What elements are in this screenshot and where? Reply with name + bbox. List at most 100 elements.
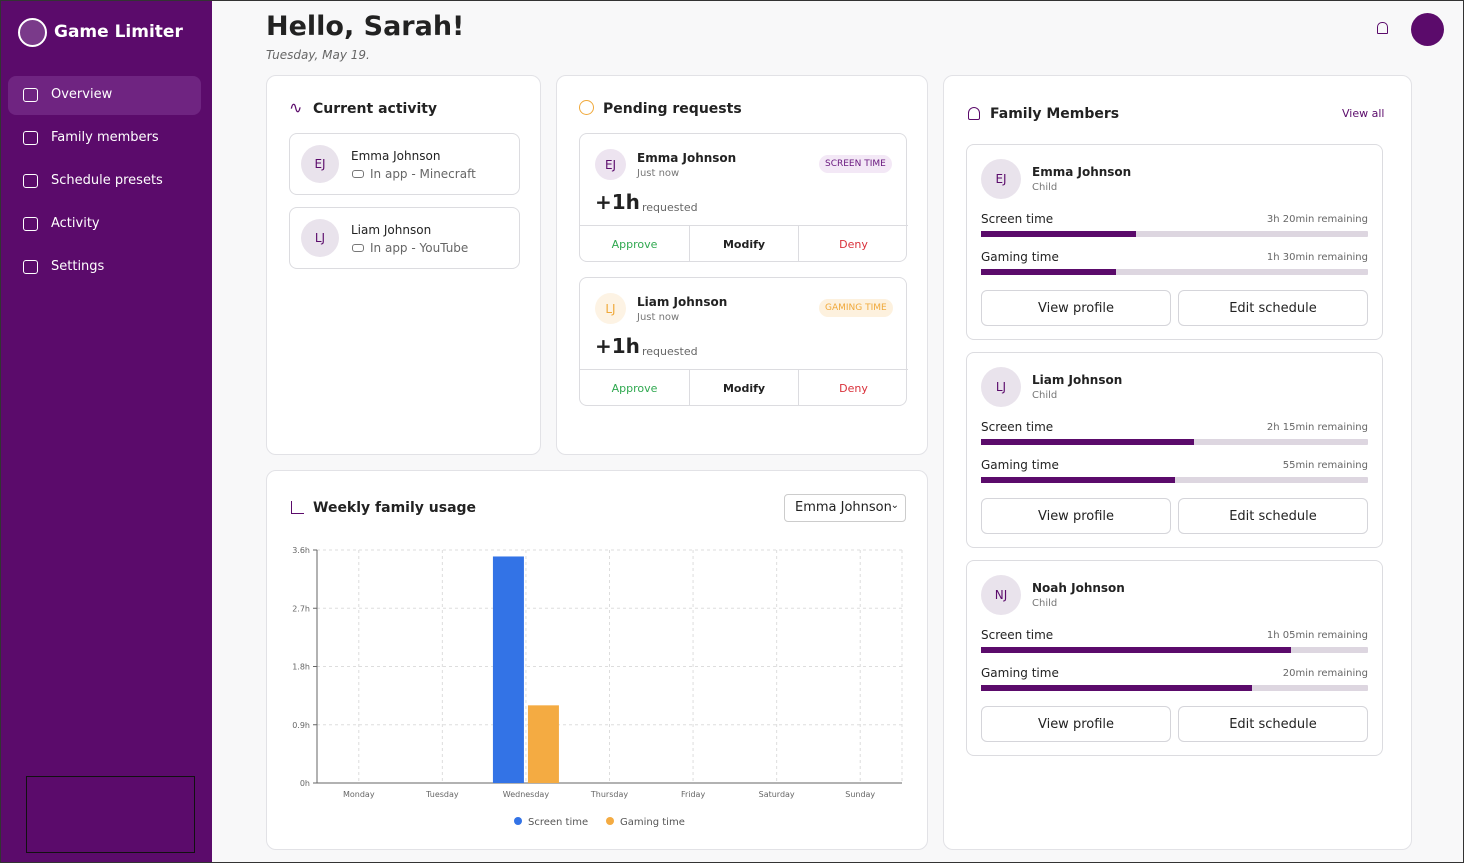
member-action[interactable]: Edit schedule — [1178, 706, 1368, 742]
nav-label: Family members — [51, 130, 159, 145]
user-select[interactable]: Emma Johnson ⌄ — [784, 494, 906, 522]
bar — [527, 705, 559, 783]
member-action[interactable]: View profile — [981, 706, 1171, 742]
nav-icon — [23, 260, 38, 274]
requests-card: Pending requests EJ Emma Johnson Just now SC… — [556, 75, 928, 455]
family-card: Family Members View all EJ Emma Johnson Chil… — [943, 75, 1412, 850]
role: Child — [1032, 598, 1058, 609]
nav-item[interactable]: Schedule presets — [8, 162, 201, 201]
nav-label: Settings — [51, 259, 105, 274]
request-action[interactable]: Deny — [798, 225, 908, 262]
request-action[interactable]: Modify — [689, 225, 798, 262]
clock-icon — [579, 100, 594, 115]
date: Tuesday, May 19. — [266, 48, 370, 62]
bar-label: Screen time — [981, 212, 1054, 226]
view-all[interactable]: View all — [1342, 107, 1385, 120]
nav-item[interactable]: Activity — [8, 205, 201, 244]
chart-icon — [291, 501, 304, 514]
brand: Game Limiter — [54, 22, 183, 42]
time: Just now — [637, 168, 680, 179]
initials: EJ — [981, 159, 1021, 199]
x-tick-label: Sunday — [845, 790, 875, 799]
avatar[interactable] — [1411, 13, 1444, 46]
role: Child — [1032, 390, 1058, 401]
nav-item[interactable]: Settings — [8, 248, 201, 287]
role: Child — [1032, 182, 1058, 193]
x-tick-label: Thursday — [590, 790, 628, 799]
activity-item: LJ Liam Johnson In app - YouTube — [289, 207, 520, 269]
activity-card: Current activity ∿ EJ Emma Johnson In app - … — [266, 75, 541, 455]
progress-fill — [981, 231, 1136, 237]
member-card: LJ Liam Johnson Child Screen time 2h 15min r… — [966, 352, 1383, 548]
initials: NJ — [981, 575, 1021, 615]
bar — [492, 556, 524, 783]
badge: SCREEN TIME — [819, 155, 892, 173]
member-action[interactable]: View profile — [981, 498, 1171, 534]
nav-item[interactable]: Family members — [8, 119, 201, 158]
progress-fill — [981, 685, 1252, 691]
member-action[interactable]: Edit schedule — [1178, 498, 1368, 534]
gamepad-icon — [352, 170, 364, 178]
nav-icon — [23, 217, 38, 231]
usage-card: Weekly family usage Emma Johnson ⌄ 0h 0.9h 1.… — [266, 470, 928, 850]
card-title: Current activity — [313, 101, 438, 117]
nav-label: Activity — [51, 216, 100, 231]
initials: LJ — [301, 219, 339, 257]
card-title: Pending requests — [603, 101, 742, 117]
time: Just now — [637, 312, 680, 323]
icon: ∿ — [289, 98, 303, 117]
bar-label: Screen time — [981, 420, 1054, 434]
name: Emma Johnson — [1032, 165, 1132, 179]
y-tick-label: 2.7h — [292, 604, 310, 613]
action-label: View profile — [1037, 508, 1115, 524]
y-tick-label: 0.9h — [292, 721, 310, 730]
initials: LJ — [981, 367, 1021, 407]
card-title: Weekly family usage — [313, 500, 477, 516]
amount: +1h — [595, 190, 640, 214]
caret: ⌄ — [890, 500, 899, 511]
progress-track — [981, 269, 1368, 275]
action-label: Approve — [611, 381, 658, 395]
nav-label: Overview — [51, 87, 113, 102]
select-label: Emma Johnson — [795, 500, 892, 515]
name: Liam Johnson — [637, 295, 728, 309]
remaining: 55min remaining — [1282, 460, 1368, 471]
x-tick-label: Monday — [343, 790, 375, 799]
amount: +1h — [595, 334, 640, 358]
x-tick-label: Tuesday — [425, 790, 459, 799]
y-tick-label: 0h — [300, 779, 310, 788]
remaining: 2h 15min remaining — [1266, 422, 1368, 433]
y-tick-label: 1.8h — [292, 663, 310, 672]
legend-label: Screen time — [528, 817, 588, 828]
people-icon — [968, 107, 980, 120]
progress-fill — [981, 647, 1291, 653]
request-item: LJ Liam Johnson Just now GAMING TIME +1h requ… — [579, 277, 908, 406]
amount-note: requested — [642, 201, 698, 214]
request-action[interactable]: Deny — [798, 369, 908, 406]
action-label: Approve — [611, 237, 658, 251]
logo — [18, 18, 47, 47]
request-action[interactable]: Approve — [580, 369, 689, 406]
action-label: View profile — [1037, 716, 1115, 732]
remaining: 3h 20min remaining — [1266, 214, 1368, 225]
request-action[interactable]: Modify — [689, 369, 798, 406]
legend-swatch — [606, 817, 614, 825]
member-card: NJ Noah Johnson Child Screen time 1h 05min r… — [966, 560, 1383, 756]
request-action[interactable]: Approve — [580, 225, 689, 262]
nav-item[interactable]: Overview — [8, 76, 201, 115]
progress-fill — [981, 269, 1117, 275]
badge: GAMING TIME — [819, 299, 893, 317]
member-action[interactable]: Edit schedule — [1178, 290, 1368, 326]
nav-label: Schedule presets — [51, 173, 163, 188]
page-title: Hello, Sarah! — [266, 11, 465, 42]
bell[interactable] — [1377, 22, 1388, 34]
remaining: 1h 30min remaining — [1266, 252, 1368, 263]
activity-item: EJ Emma Johnson In app - Minecraft — [289, 133, 520, 195]
bar-label: Gaming time — [981, 458, 1059, 472]
progress-track — [981, 439, 1368, 445]
request-item: EJ Emma Johnson Just now SCREEN TIME +1h requ… — [579, 133, 908, 262]
member-action[interactable]: View profile — [981, 290, 1171, 326]
progress-track — [981, 647, 1368, 653]
action-label: Edit schedule — [1229, 508, 1317, 524]
progress-track — [981, 685, 1368, 691]
